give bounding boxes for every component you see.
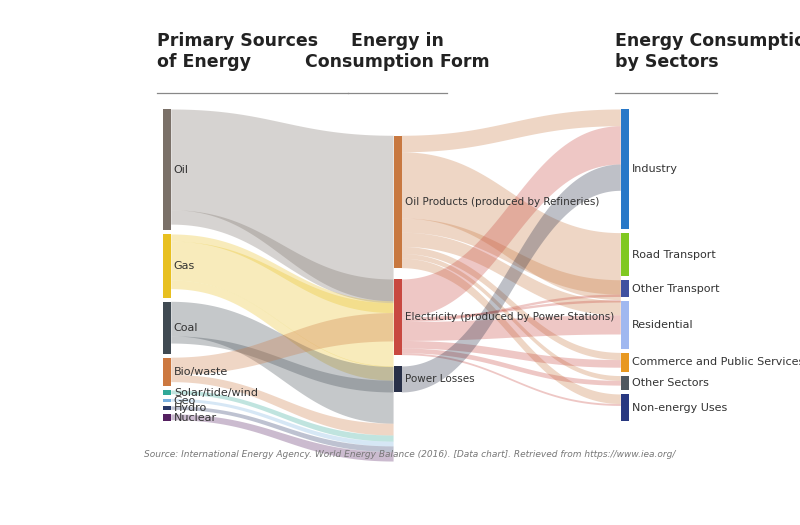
Polygon shape <box>402 316 621 341</box>
Polygon shape <box>402 259 621 404</box>
Polygon shape <box>402 300 621 320</box>
Polygon shape <box>171 242 394 367</box>
Bar <box>163 110 171 230</box>
Polygon shape <box>402 247 621 360</box>
Text: Primary Sources
of Energy: Primary Sources of Energy <box>157 32 318 71</box>
Polygon shape <box>402 353 621 406</box>
Polygon shape <box>171 313 394 375</box>
Bar <box>163 302 171 354</box>
Bar <box>163 358 171 386</box>
Bar <box>394 279 402 355</box>
Bar <box>621 376 629 391</box>
Polygon shape <box>171 414 394 461</box>
Text: Energy Consumption
by Sectors: Energy Consumption by Sectors <box>614 32 800 71</box>
Text: Nuclear: Nuclear <box>174 413 217 423</box>
Bar <box>163 391 171 395</box>
Text: Coal: Coal <box>174 323 198 333</box>
Text: Energy in
Consumption Form: Energy in Consumption Form <box>306 32 490 71</box>
Bar <box>621 233 629 276</box>
Polygon shape <box>171 337 394 393</box>
Text: Solar/tide/wind: Solar/tide/wind <box>174 387 258 397</box>
Polygon shape <box>171 235 394 313</box>
Bar <box>163 399 171 402</box>
Bar <box>621 110 629 229</box>
Bar <box>163 414 171 421</box>
Polygon shape <box>402 152 621 300</box>
Polygon shape <box>402 341 621 368</box>
Text: Industry: Industry <box>632 164 678 174</box>
Polygon shape <box>171 302 394 424</box>
Polygon shape <box>171 375 394 436</box>
Polygon shape <box>402 126 621 317</box>
Text: Geo: Geo <box>174 395 196 406</box>
Text: Hydro: Hydro <box>174 403 207 413</box>
Polygon shape <box>171 280 394 381</box>
Polygon shape <box>171 406 394 452</box>
Text: Electricity (produced by Power Stations): Electricity (produced by Power Stations) <box>406 312 614 322</box>
Bar <box>394 136 402 268</box>
Polygon shape <box>402 254 621 381</box>
Text: Gas: Gas <box>174 261 195 271</box>
Polygon shape <box>171 210 394 303</box>
Polygon shape <box>402 218 621 295</box>
Text: Other Sectors: Other Sectors <box>632 378 709 388</box>
Polygon shape <box>402 164 621 393</box>
Polygon shape <box>402 233 621 316</box>
Bar <box>621 301 629 349</box>
Bar <box>394 366 402 393</box>
Polygon shape <box>402 110 621 152</box>
Bar <box>163 235 171 298</box>
Text: Source: International Energy Agency. World Energy Balance (2016). [Data chart]. : Source: International Energy Agency. Wor… <box>144 450 676 459</box>
Bar <box>621 353 629 372</box>
Bar <box>621 394 629 421</box>
Bar <box>621 280 629 297</box>
Text: Road Transport: Road Transport <box>632 250 716 260</box>
Polygon shape <box>171 391 394 442</box>
Polygon shape <box>402 349 621 386</box>
Text: Residential: Residential <box>632 320 694 330</box>
Polygon shape <box>171 110 394 301</box>
Text: Commerce and Public Services: Commerce and Public Services <box>632 358 800 368</box>
Text: Oil Products (produced by Refineries): Oil Products (produced by Refineries) <box>406 197 600 207</box>
Text: Non-energy Uses: Non-energy Uses <box>632 403 727 413</box>
Text: Other Transport: Other Transport <box>632 284 719 293</box>
Text: Bio/waste: Bio/waste <box>174 367 228 377</box>
Text: Oil: Oil <box>174 165 189 175</box>
Text: Power Losses: Power Losses <box>406 374 475 384</box>
Polygon shape <box>171 399 394 446</box>
Polygon shape <box>402 295 621 322</box>
Bar <box>163 406 171 411</box>
